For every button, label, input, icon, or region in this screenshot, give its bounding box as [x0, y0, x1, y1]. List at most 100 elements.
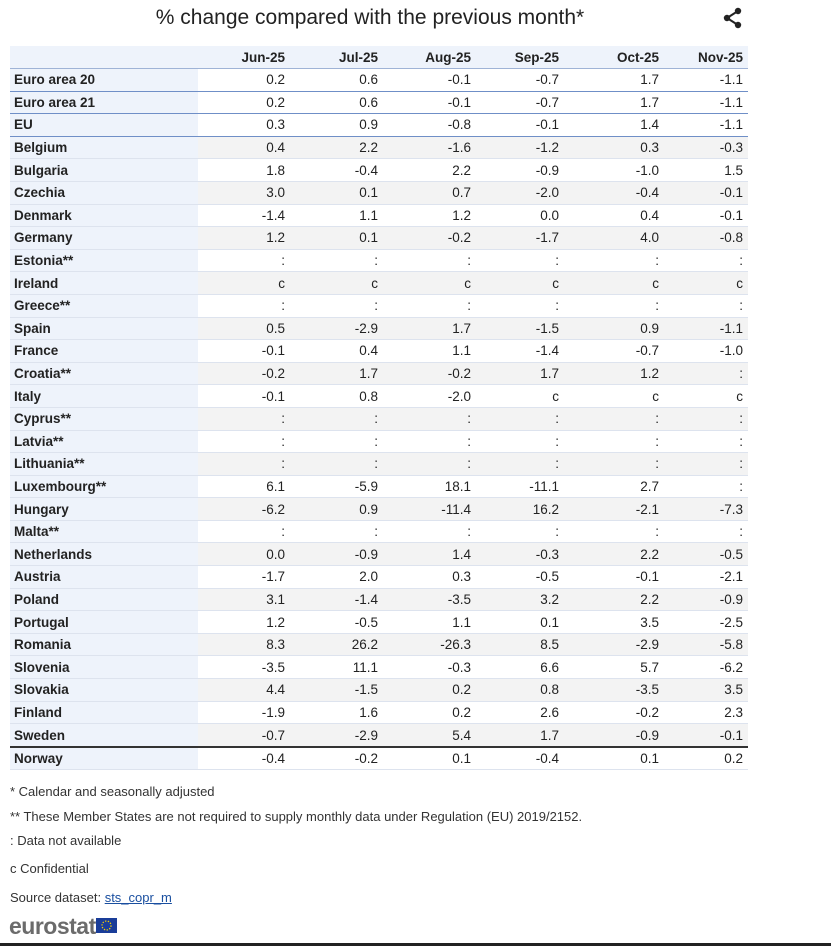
cell: :: [476, 294, 564, 318]
cell: -0.1: [564, 565, 664, 589]
cell: -7.3: [664, 497, 748, 521]
cell: 0.2: [198, 68, 290, 92]
cell: -0.4: [198, 745, 290, 771]
column-header: Jun-25: [198, 46, 290, 69]
cell: -1.4: [198, 204, 290, 228]
title: % change compared with the previous mont…: [155, 6, 585, 29]
cell: -3.5: [198, 655, 290, 680]
table-row: EU 0.3 0.9 -0.8 -0.1 1.4 -1.1: [10, 113, 748, 137]
cell: -0.1: [383, 68, 476, 92]
cell: -2.0: [383, 384, 476, 408]
table-row: Slovenia -3.5 11.1 -0.3 6.6 5.7 -6.2: [10, 655, 748, 680]
cell: 0.1: [564, 745, 664, 771]
cell: -1.1: [664, 113, 748, 137]
cell: 1.7: [290, 362, 383, 386]
table-row: Euro area 21 0.2 0.6 -0.1 -0.7 1.7 -1.1: [10, 91, 748, 115]
cell: 1.7: [476, 362, 564, 386]
cell: :: [664, 430, 748, 454]
cell: -1.0: [564, 158, 664, 182]
cell: 11.1: [290, 655, 383, 680]
share-icon[interactable]: [722, 7, 744, 29]
table-row: Belgium 0.4 2.2 -1.6 -1.2 0.3 -0.3: [10, 136, 748, 160]
table-row: Hungary -6.2 0.9 -11.4 16.2 -2.1 -7.3: [10, 497, 748, 521]
row-label: Finland: [10, 701, 198, 725]
cell: 0.1: [383, 745, 476, 771]
cell: -0.8: [664, 226, 748, 250]
row-label: Estonia**: [10, 249, 198, 273]
cell: :: [564, 452, 664, 476]
cell: -11.1: [476, 475, 564, 499]
cell: -0.1: [664, 723, 748, 748]
cell: -0.7: [476, 91, 564, 115]
footnote: ** These Member States are not required …: [10, 809, 583, 824]
cell: :: [383, 249, 476, 273]
header-row: Jun-25 Jul-25 Aug-25 Sep-25 Oct-25 Nov-25: [10, 46, 748, 69]
cell: -6.2: [664, 655, 748, 680]
cell: :: [383, 407, 476, 431]
cell: :: [664, 452, 748, 476]
cell: 18.1: [383, 475, 476, 499]
cell: -1.7: [198, 565, 290, 589]
cell: c: [290, 271, 383, 295]
cell: 0.1: [290, 226, 383, 250]
cell: 1.4: [383, 542, 476, 567]
cell: c: [383, 271, 476, 295]
cell: c: [664, 384, 748, 408]
table-row: Poland 3.1 -1.4 -3.5 3.2 2.2 -0.9: [10, 588, 748, 612]
cell: 4.4: [198, 678, 290, 702]
cell: :: [290, 430, 383, 454]
row-label: Portugal: [10, 610, 198, 634]
table-row: Latvia**::::::: [10, 430, 748, 454]
corner: [10, 46, 198, 69]
cell: 0.4: [564, 204, 664, 228]
footnote: * Calendar and seasonally adjusted: [10, 784, 215, 799]
data-table: Jun-25 Jul-25 Aug-25 Sep-25 Oct-25 Nov-25 Eur…: [10, 46, 748, 771]
cell: :: [198, 407, 290, 431]
cell: -0.1: [664, 204, 748, 228]
row-label: Germany: [10, 226, 198, 250]
table-row: Portugal 1.2 -0.5 1.1 0.1 3.5 -2.5: [10, 610, 748, 634]
cell: 0.4: [290, 339, 383, 363]
cell: c: [198, 271, 290, 295]
source-link[interactable]: sts_copr_m: [104, 890, 172, 905]
cell: -2.1: [664, 565, 748, 589]
cell: :: [664, 249, 748, 273]
cell: :: [198, 452, 290, 476]
cell: -1.5: [476, 317, 564, 341]
row-label: France: [10, 339, 198, 363]
footnote: : Data not available: [10, 833, 122, 848]
cell: 0.8: [290, 384, 383, 408]
cell: -0.3: [664, 136, 748, 160]
row-label: Austria: [10, 565, 198, 589]
cell: c: [564, 271, 664, 295]
cell: -0.1: [198, 339, 290, 363]
cell: -0.7: [564, 339, 664, 363]
cell: :: [476, 452, 564, 476]
cell: 1.1: [383, 339, 476, 363]
cell: -0.4: [476, 745, 564, 771]
cell: -2.9: [290, 317, 383, 341]
cell: 0.7: [383, 181, 476, 205]
row-label: Italy: [10, 384, 198, 408]
cell: :: [383, 452, 476, 476]
cell: 0.9: [564, 317, 664, 341]
cell: 2.3: [664, 701, 748, 725]
cell: 0.9: [290, 113, 383, 137]
row-label: Norway: [10, 745, 198, 771]
eu-flag: [96, 918, 117, 933]
cell: -1.4: [290, 588, 383, 612]
cell: -3.5: [564, 678, 664, 702]
cell: 0.3: [383, 565, 476, 589]
table-row: Sweden -0.7 -2.9 5.4 1.7 -0.9 -0.1: [10, 723, 748, 748]
cell: :: [564, 249, 664, 273]
cell: -0.4: [564, 181, 664, 205]
source: Source dataset: sts_copr_m: [10, 890, 172, 905]
cell: 0.1: [290, 181, 383, 205]
cell: :: [564, 430, 664, 454]
cell: c: [664, 271, 748, 295]
cell: 1.7: [564, 91, 664, 115]
row-label: Croatia**: [10, 362, 198, 386]
cell: -2.1: [564, 497, 664, 521]
table-row: Netherlands 0.0 -0.9 1.4 -0.3 2.2 -0.5: [10, 542, 748, 567]
